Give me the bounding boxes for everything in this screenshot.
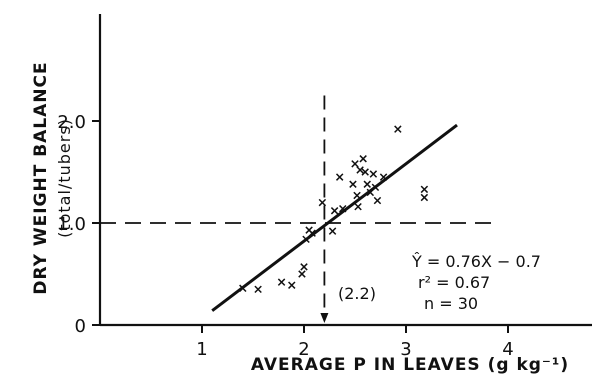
regression-equation: Ŷ = 0.76X − 0.7 r² = 0.67 n = 30 xyxy=(411,252,541,313)
x-tick-label: 3 xyxy=(400,339,411,360)
x-tick-label: 4 xyxy=(502,339,513,360)
data-point xyxy=(308,229,316,237)
data-point-stroke xyxy=(298,270,306,278)
data-point-stroke xyxy=(371,183,380,192)
data-point xyxy=(371,183,380,192)
data-point-stroke xyxy=(335,173,344,181)
equation-line-1: Ŷ = 0.76X − 0.7 xyxy=(411,252,541,271)
data-point-stroke xyxy=(349,180,357,188)
data-point-stroke xyxy=(328,227,337,235)
data-point xyxy=(300,263,308,271)
regression-line xyxy=(211,123,458,312)
y-axis-subtitle: (total/tubers) xyxy=(55,118,74,238)
data-point xyxy=(318,198,327,207)
data-point xyxy=(349,180,357,188)
data-point-stroke xyxy=(420,193,429,202)
y-tick-label: 2.0 xyxy=(57,112,86,133)
data-point-stroke xyxy=(239,284,247,293)
data-point xyxy=(394,125,402,133)
x-tick-label: 2 xyxy=(298,339,309,360)
data-point-stroke xyxy=(277,278,286,286)
regression xyxy=(211,123,458,312)
data-point xyxy=(420,193,429,202)
data-point xyxy=(254,285,262,294)
data-point-stroke xyxy=(394,125,402,133)
data-point-stroke xyxy=(353,191,361,200)
equation-line-2: r² = 0.67 xyxy=(418,273,490,292)
data-point-stroke xyxy=(379,173,388,181)
y-tick-label: 0 xyxy=(75,316,86,337)
data-point-stroke xyxy=(339,204,347,213)
data-point-stroke xyxy=(308,229,316,237)
data-point xyxy=(354,202,362,211)
data-point-stroke xyxy=(420,185,429,194)
data-point xyxy=(356,166,364,174)
data-point-stroke xyxy=(359,155,367,163)
data-point xyxy=(330,207,339,215)
data-point xyxy=(339,204,347,213)
data-point-stroke xyxy=(354,202,362,211)
data-point xyxy=(379,173,388,181)
data-point-stroke xyxy=(300,263,308,271)
data-point xyxy=(298,270,306,278)
data-point xyxy=(302,235,310,244)
data-point-stroke xyxy=(330,207,339,215)
y-tick-label: 1.0 xyxy=(57,214,86,235)
data-point-stroke xyxy=(351,160,359,168)
data-point-stroke xyxy=(254,285,262,294)
x-axis-title: AVERAGE P IN LEAVES (g kg⁻¹) xyxy=(251,355,569,375)
ticks: 1 2 3 4 0 1.0 2.0 xyxy=(57,112,513,360)
data-point xyxy=(369,170,378,178)
data-point xyxy=(351,160,359,168)
data-point-stroke xyxy=(363,180,371,188)
data-point-stroke xyxy=(356,166,364,174)
axes xyxy=(98,14,592,327)
equation-line-3: n = 30 xyxy=(424,294,478,313)
data-point-stroke xyxy=(373,196,382,205)
data-point-stroke xyxy=(318,198,327,207)
data-point-stroke xyxy=(369,170,378,178)
data-point-stroke xyxy=(302,235,310,244)
threshold-guides xyxy=(100,95,496,323)
data-point xyxy=(359,155,367,163)
data-point xyxy=(361,168,369,176)
data-point-stroke xyxy=(288,281,296,289)
y-axis-title: DRY WEIGHT BALANCE xyxy=(31,61,51,294)
x-tick-label: 1 xyxy=(196,339,207,360)
data-point xyxy=(363,180,371,188)
threshold-arrowhead xyxy=(320,312,329,323)
data-point xyxy=(373,196,382,205)
data-point xyxy=(353,191,361,200)
data-point-stroke xyxy=(361,168,369,176)
scatter-points xyxy=(239,125,429,294)
threshold-label: (2.2) xyxy=(338,284,376,303)
data-point xyxy=(420,185,429,194)
data-point xyxy=(328,227,337,235)
data-point xyxy=(335,173,344,181)
data-point xyxy=(277,278,286,286)
data-point xyxy=(239,284,247,293)
data-point xyxy=(288,281,296,289)
